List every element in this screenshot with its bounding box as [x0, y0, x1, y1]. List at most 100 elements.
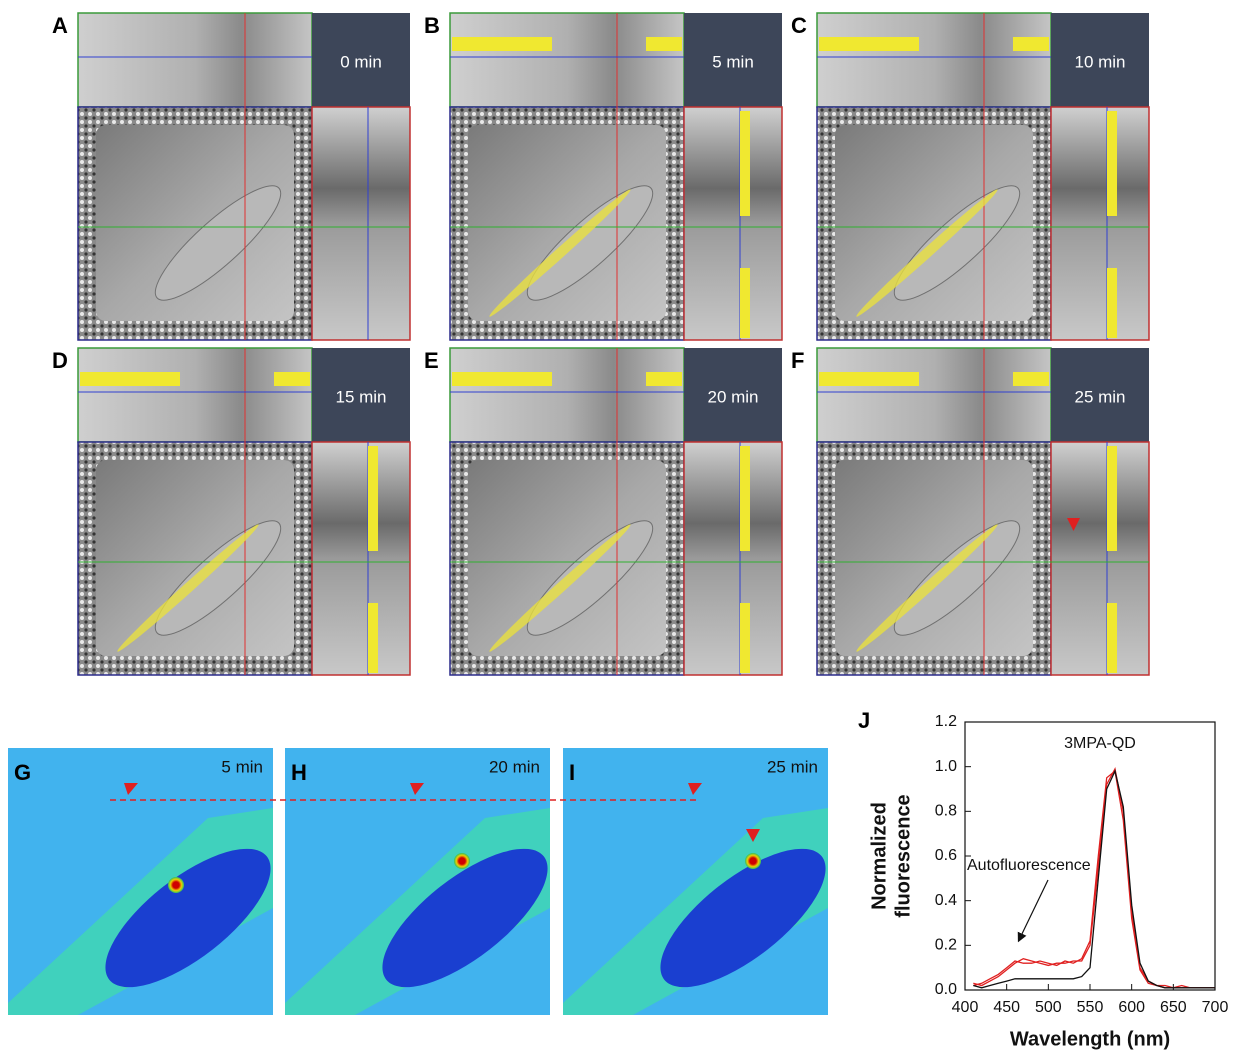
qd-signal: [1107, 446, 1117, 551]
qd-signal: [1107, 268, 1117, 338]
heatmap-panel: 20 min H: [285, 748, 550, 1015]
yz-strip: [1050, 441, 1150, 676]
x-tick-label: 700: [1202, 999, 1229, 1016]
yz-strip: [311, 106, 411, 341]
qd-signal: [1013, 372, 1049, 386]
x-tick-label: 500: [1035, 999, 1062, 1016]
qd-signal: [489, 189, 631, 317]
qd-signal: [819, 372, 919, 386]
arrowhead: [410, 783, 424, 795]
heatmap-cell: [660, 848, 826, 988]
series-line: [973, 766, 1215, 989]
micro-panel: 25 min F: [791, 347, 1150, 676]
qd-signal: [1013, 37, 1049, 51]
time-label: 10 min: [1074, 52, 1125, 71]
arrowhead: [688, 783, 702, 795]
hot-spot: [168, 877, 184, 893]
yz-strip: [311, 441, 411, 676]
arrowhead: [124, 783, 138, 795]
qd-signal: [646, 37, 682, 51]
qd-signal: [452, 372, 552, 386]
arrowhead: [1067, 518, 1080, 531]
panel-label: G: [14, 760, 31, 785]
panel-label: J: [858, 708, 870, 733]
panel-label: I: [569, 760, 575, 785]
qd-signal: [1107, 111, 1117, 216]
micro-panel: 5 min B: [424, 12, 783, 341]
micro-panel: 20 min E: [424, 347, 783, 676]
time-label: 25 min: [1074, 387, 1125, 406]
time-box: [312, 13, 410, 107]
panel-label: A: [52, 13, 68, 38]
time-label: 5 min: [712, 52, 754, 71]
x-tick-label: 550: [1077, 999, 1104, 1016]
panel-label: E: [424, 348, 439, 373]
time-box: [1051, 13, 1149, 107]
annotation-arrow: [1017, 879, 1049, 943]
xz-strip: [77, 12, 313, 108]
panel-label: H: [291, 760, 307, 785]
time-label: 15 min: [335, 387, 386, 406]
panel-label: C: [791, 13, 807, 38]
xz-strip: [449, 12, 685, 108]
yz-strip: [683, 106, 783, 341]
qd-signal: [368, 446, 378, 551]
x-tick-label: 400: [952, 999, 979, 1016]
time-box: [312, 348, 410, 442]
panel-label: D: [52, 348, 68, 373]
qd-signal: [274, 372, 310, 386]
qd-signal: [740, 446, 750, 551]
micro-panel: 15 min D: [52, 347, 411, 676]
y-tick-label: 0.0: [935, 981, 957, 998]
arrowhead: [746, 829, 760, 842]
micro-panel: 10 min C: [791, 12, 1150, 341]
heatmap-panel: 25 min I: [563, 748, 828, 1015]
annotation: Autofluorescence: [967, 857, 1091, 874]
qd-signal: [117, 524, 259, 652]
y-tick-label: 1.0: [935, 758, 957, 775]
time-label: 20 min: [489, 757, 540, 776]
xz-strip: [816, 12, 1052, 108]
xz-strip: [449, 347, 685, 443]
y-tick-label: 0.4: [935, 892, 957, 909]
time-label: 0 min: [340, 52, 382, 71]
time-box: [684, 348, 782, 442]
qd-signal: [646, 372, 682, 386]
qd-signal: [856, 524, 998, 652]
qd-signal: [856, 189, 998, 317]
y-tick-label: 0.8: [935, 803, 957, 820]
qd-signal: [368, 603, 378, 673]
heatmap-cell: [105, 848, 271, 988]
qd-signal: [740, 111, 750, 216]
hot-spot: [454, 853, 470, 869]
series-line: [973, 769, 1215, 989]
x-tick-label: 600: [1118, 999, 1145, 1016]
qd-signal: [80, 372, 180, 386]
panel-label: B: [424, 13, 440, 38]
heatmap-cell: [382, 848, 548, 988]
xz-strip: [816, 347, 1052, 443]
series-line: [973, 769, 1215, 989]
time-box: [1051, 348, 1149, 442]
y-tick-label: 0.2: [935, 937, 957, 954]
plot-frame: [964, 721, 1216, 991]
time-label: 5 min: [221, 757, 263, 776]
qd-signal: [452, 37, 552, 51]
xz-strip: [77, 347, 313, 443]
qd-signal: [489, 524, 631, 652]
hot-spot: [745, 853, 761, 869]
yz-strip: [1050, 106, 1150, 341]
qd-signal: [740, 268, 750, 338]
time-label: 20 min: [707, 387, 758, 406]
heatmap-panel: 5 min G: [8, 748, 273, 1015]
time-box: [684, 13, 782, 107]
yz-strip: [683, 441, 783, 676]
x-tick-label: 650: [1160, 999, 1187, 1016]
x-axis-label: Wavelength (nm): [1010, 1028, 1170, 1050]
qd-signal: [1107, 603, 1117, 673]
y-tick-label: 1.2: [935, 713, 957, 730]
micro-panel: 0 min A: [52, 12, 411, 341]
y-axis-label: Normalized: [868, 802, 890, 910]
panel-label: F: [791, 348, 804, 373]
